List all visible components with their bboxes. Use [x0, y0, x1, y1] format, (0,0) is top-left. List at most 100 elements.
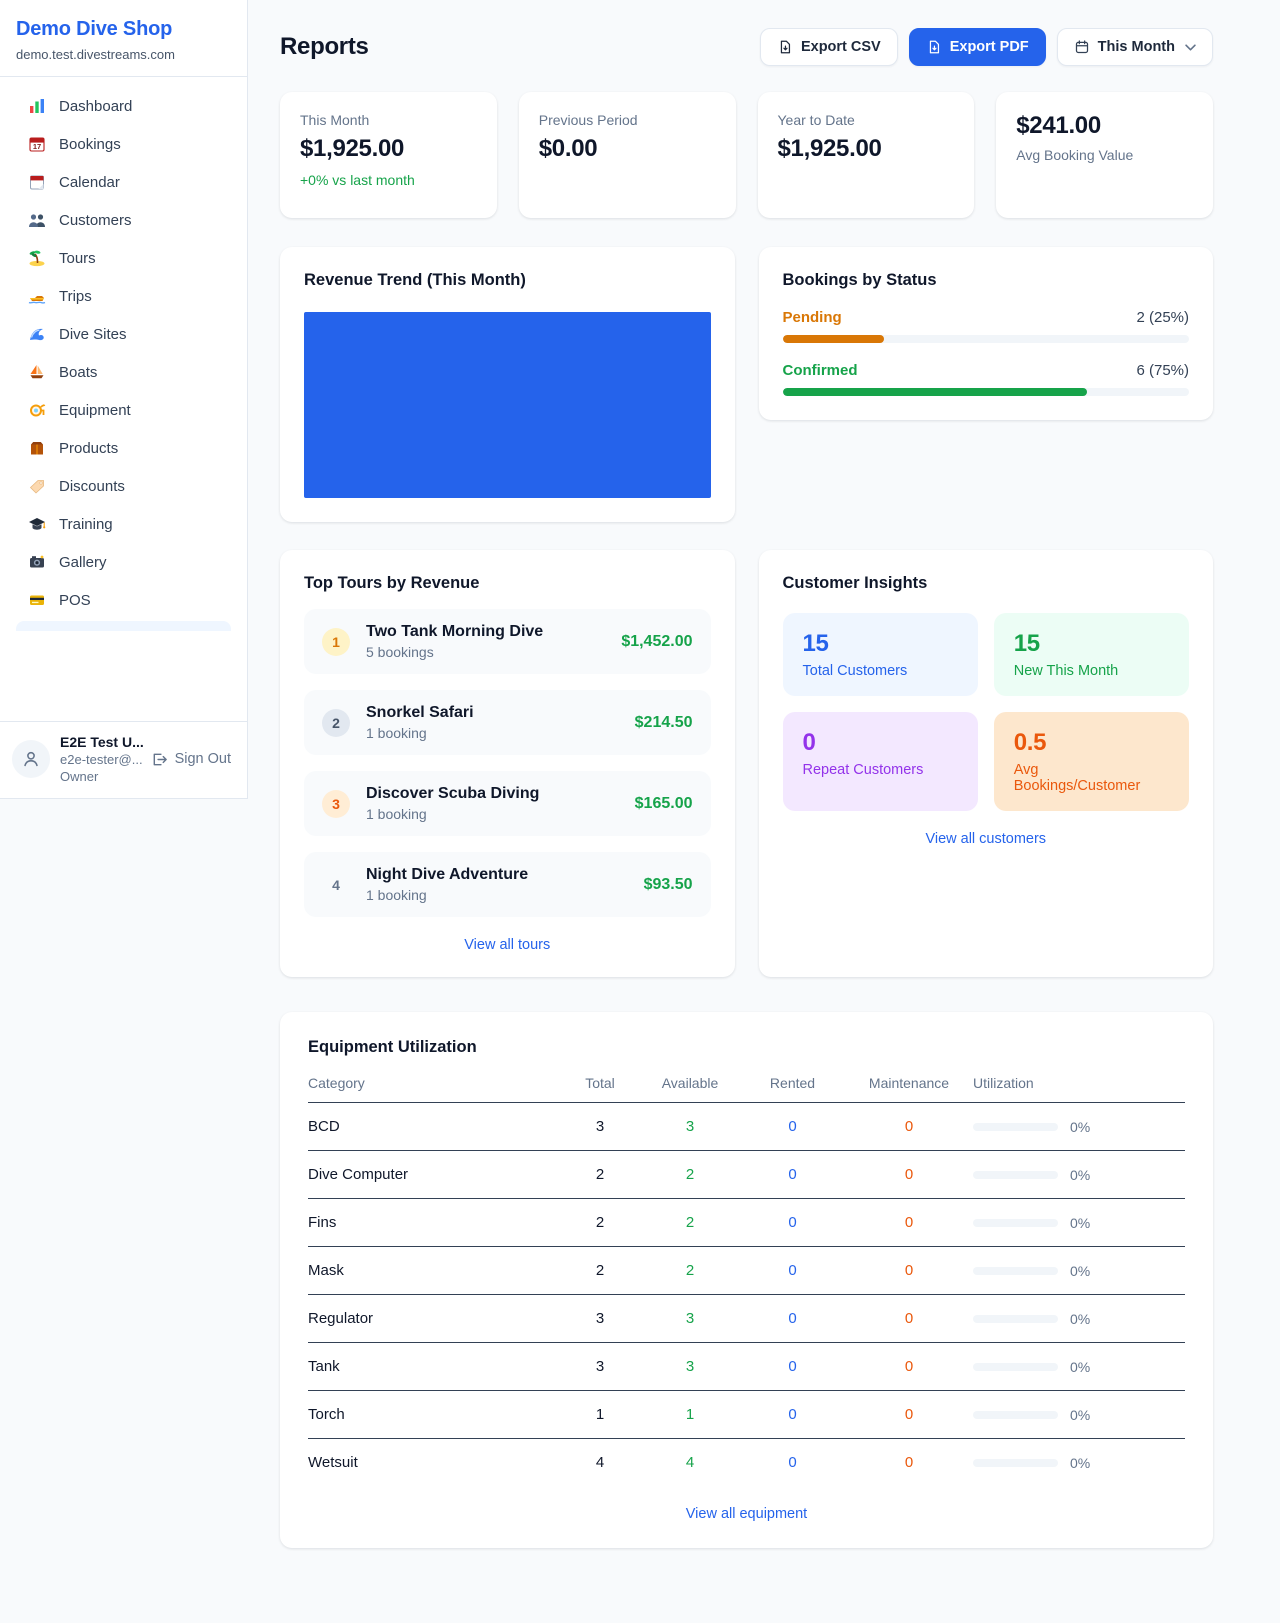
insight-value: 0.5 [1013, 729, 1047, 756]
table-row: Tank 3 3 0 0 0% [308, 1343, 1185, 1391]
equipment-rented: 0 [788, 1166, 797, 1183]
tours-island-icon [28, 249, 46, 267]
period-select[interactable]: This Month [1056, 28, 1213, 66]
view-all-equipment-link[interactable]: View all equipment [685, 1506, 808, 1522]
sidebar-item-label: Bookings [59, 135, 121, 153]
equipment-utilization-cell: 0% [973, 1311, 1185, 1327]
page-header: Reports Export CSV Export PDF This Month [280, 28, 1213, 66]
sidebar-item-dashboard[interactable]: Dashboard [12, 87, 235, 125]
utilization-label: 0% [1070, 1118, 1091, 1135]
sidebar-item-tours[interactable]: Tours [12, 239, 235, 277]
bookings-by-status-title: Bookings by Status [782, 271, 937, 289]
tour-bookings: 5 bookings [366, 644, 434, 660]
sidebar-item-dive-sites[interactable]: Dive Sites [12, 315, 235, 353]
status-value: 2 (25%) [1136, 309, 1189, 326]
table-row: Wetsuit 4 4 0 0 0% [308, 1439, 1185, 1486]
sidebar-item-customers[interactable]: Customers [12, 201, 235, 239]
tour-name: Discover Scuba Diving [366, 785, 540, 802]
table-row: Dive Computer 2 2 0 0 0% [308, 1151, 1185, 1199]
insight-label: Repeat Customers [802, 762, 924, 778]
sidebar-item-gallery[interactable]: Gallery [12, 543, 235, 581]
equipment-available: 1 [685, 1406, 695, 1423]
tour-row: 4 Night Dive Adventure 1 booking $93.50 [304, 852, 711, 917]
charts-row: Revenue Trend (This Month) Bookings by S… [280, 247, 1213, 522]
equipment-rented: 0 [788, 1454, 797, 1471]
sidebar-item-bookings[interactable]: 17 Bookings [12, 125, 235, 163]
stat-card-previous-period: Previous Period $0.00 [518, 92, 736, 218]
user-name: E2E Test U... [60, 734, 144, 750]
equipment-category: Regulator [308, 1310, 374, 1327]
table-row: Fins 2 2 0 0 0% [308, 1199, 1185, 1247]
sidebar-item-boats[interactable]: Boats [12, 353, 235, 391]
trips-boat-icon [28, 287, 46, 305]
status-row-confirmed: Confirmed 6 (75%) [782, 362, 1189, 396]
equipment-utilization-cell: 0% [973, 1119, 1185, 1135]
user-section: E2E Test U... e2e-tester@... Owner Sign … [0, 721, 247, 798]
sidebar-item-products[interactable]: Products [12, 429, 235, 467]
insight-label: Avg Bookings/Customer [1013, 762, 1141, 794]
equipment-total: 2 [595, 1166, 605, 1183]
sign-out-label: Sign Out [174, 751, 231, 767]
sidebar-item-label: Calendar [59, 173, 120, 191]
equipment-category: BCD [308, 1118, 340, 1135]
sidebar-item-equipment[interactable]: Equipment [12, 391, 235, 429]
sidebar-item-label: Customers [59, 211, 132, 229]
customer-insights-card: Customer Insights 15 Total Customers 15 … [758, 550, 1213, 977]
equipment-rented: 0 [788, 1214, 797, 1231]
equipment-category: Wetsuit [308, 1454, 358, 1471]
export-csv-button[interactable]: Export CSV [759, 28, 898, 66]
status-value: 6 (75%) [1136, 362, 1189, 379]
svg-text:17: 17 [33, 142, 41, 151]
user-info: E2E Test U... e2e-tester@... Owner [60, 734, 144, 784]
insight-label: Total Customers [802, 663, 908, 679]
equipment-utilization-cell: 0% [973, 1455, 1185, 1471]
sidebar-item-label: Products [59, 439, 119, 457]
rank-badge: 4 [332, 876, 340, 893]
equipment-rented: 0 [788, 1406, 797, 1423]
sidebar-item-training[interactable]: Training [12, 505, 235, 543]
sidebar-item-calendar[interactable]: Calendar [12, 163, 235, 201]
tour-revenue: $165.00 [634, 794, 693, 812]
user-role: Owner [60, 769, 99, 784]
sidebar-item-label: Tours [59, 249, 96, 267]
stat-card-this-month: This Month $1,925.00 +0% vs last month [280, 92, 497, 218]
tour-row: 2 Snorkel Safari 1 booking $214.50 [304, 690, 711, 755]
utilization-label: 0% [1070, 1454, 1091, 1471]
boats-sailboat-icon [28, 363, 46, 381]
equipment-rented: 0 [788, 1118, 797, 1135]
equipment-table-header: Category Total Available Rented Maintena… [308, 1075, 1185, 1103]
view-all-tours-link[interactable]: View all tours [464, 937, 551, 953]
sign-out-button[interactable]: Sign Out [151, 751, 231, 768]
sidebar-item-reports-partial[interactable] [16, 621, 231, 631]
insight-tile-total-customers: 15 Total Customers [782, 613, 978, 696]
status-bar-track [782, 335, 1189, 343]
export-pdf-button[interactable]: Export PDF [908, 28, 1046, 66]
stat-card-avg-booking-value: $241.00 Avg Booking Value [996, 92, 1213, 218]
sidebar-item-discounts[interactable]: Discounts [12, 467, 235, 505]
status-bar-fill [782, 388, 1088, 396]
view-all-customers-link[interactable]: View all customers [925, 831, 1047, 847]
sidebar-item-label: Dashboard [59, 97, 133, 115]
tour-bookings: 1 booking [366, 725, 427, 741]
equipment-total: 3 [595, 1358, 605, 1375]
sidebar-item-label: Equipment [59, 401, 131, 419]
rank-badge: 2 [322, 708, 350, 737]
equipment-category: Torch [308, 1406, 345, 1423]
sidebar-nav: Dashboard 17 Bookings Calendar Customers… [0, 77, 247, 721]
tour-name: Night Dive Adventure [366, 866, 529, 883]
customer-insights-title: Customer Insights [782, 574, 928, 592]
equipment-available: 4 [685, 1454, 695, 1471]
logout-icon [153, 753, 167, 765]
stat-change: +0% vs last month [300, 172, 415, 188]
equipment-maintenance: 0 [904, 1214, 914, 1231]
sidebar-item-label: Discounts [59, 477, 125, 495]
equipment-category: Mask [308, 1262, 344, 1279]
sidebar-item-pos[interactable]: POS [12, 581, 235, 619]
table-row: Torch 1 1 0 0 0% [308, 1391, 1185, 1439]
stats-row: This Month $1,925.00 +0% vs last month P… [280, 92, 1213, 218]
equipment-maintenance: 0 [904, 1358, 914, 1375]
dive-sites-wave-icon [28, 325, 46, 343]
sidebar-item-trips[interactable]: Trips [12, 277, 235, 315]
shop-name: Demo Dive Shop [16, 18, 173, 40]
equipment-available: 3 [685, 1358, 695, 1375]
